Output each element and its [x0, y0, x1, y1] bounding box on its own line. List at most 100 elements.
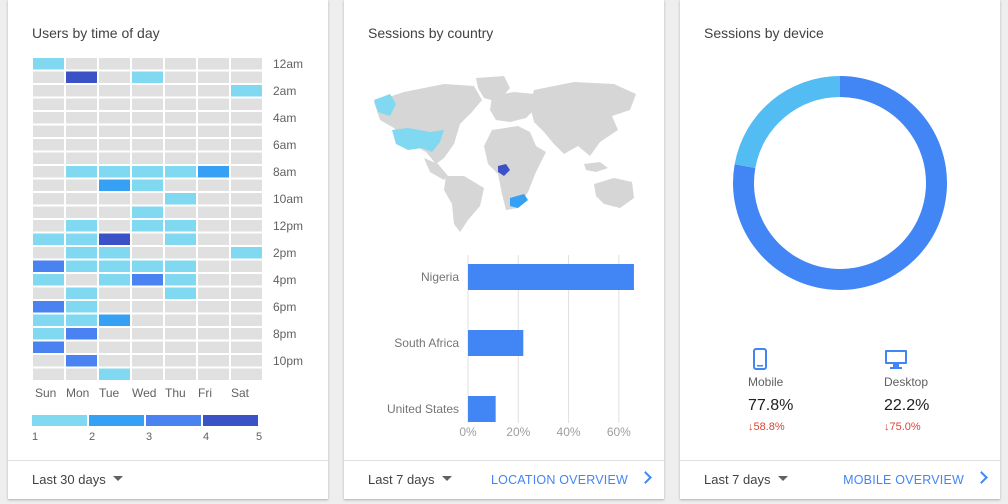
heatmap-cell [165, 152, 196, 164]
heatmap-legend-label: 5 [256, 431, 262, 443]
heatmap-cell [132, 206, 163, 218]
heatmap-cell [132, 58, 163, 70]
heatmap-cell [198, 328, 229, 340]
heatmap-cell [66, 233, 97, 245]
map-country-south-africa[interactable] [510, 194, 528, 208]
heatmap-cell [33, 166, 64, 178]
heatmap-cell [165, 71, 196, 83]
heatmap-cell [99, 179, 130, 191]
device-donut-chart [733, 76, 947, 290]
bar-x-tick-label: 60% [607, 425, 631, 439]
heatmap-cell [99, 233, 130, 245]
heatmap-cell [99, 125, 130, 137]
heatmap-cell [231, 166, 262, 178]
heatmap-y-tick-label: 12am [273, 57, 303, 71]
device-value-mobile: 77.8% [748, 397, 794, 414]
heatmap-y-tick-label: 10am [273, 192, 303, 206]
card-title: Sessions by country [368, 25, 494, 41]
heatmap-cell [165, 58, 196, 70]
date-range-dropdown[interactable]: Last 30 days [32, 472, 123, 487]
heatmap-cell [198, 355, 229, 367]
heatmap-cell [33, 193, 64, 205]
heatmap-cell [66, 152, 97, 164]
heatmap-cell [99, 139, 130, 151]
heatmap-cell [99, 206, 130, 218]
heatmap-cell [132, 314, 163, 326]
desktop-icon [885, 350, 907, 369]
heatmap-cell [99, 274, 130, 286]
heatmap-cell [99, 341, 130, 353]
heatmap-legend-label: 4 [203, 431, 209, 443]
heatmap-cell [33, 152, 64, 164]
date-range-dropdown[interactable]: Last 7 days [368, 472, 452, 487]
heatmap-cell [33, 247, 64, 259]
date-range-label: Last 7 days [368, 472, 435, 487]
bar-category-label: Nigeria [421, 270, 459, 284]
heatmap-cell [33, 368, 64, 380]
heatmap-chart: 12am 2am 4am 6am 8am 10am 12pm 2pm 4pm 6pm 8pm 10pm… [32, 57, 303, 443]
heatmap-cell [132, 139, 163, 151]
heatmap-cell [231, 301, 262, 313]
heatmap-cell [33, 220, 64, 232]
heatmap-cell [66, 220, 97, 232]
heatmap-cell [33, 206, 64, 218]
heatmap-cell [165, 314, 196, 326]
heatmap-cell [165, 274, 196, 286]
heatmap-cell [198, 166, 229, 178]
heatmap-cell [231, 368, 262, 380]
heatmap-cell [99, 220, 130, 232]
heatmap-cell [66, 166, 97, 178]
heatmap-cell [165, 220, 196, 232]
bar-south-africa [468, 330, 524, 356]
heatmap-cell [165, 125, 196, 137]
heatmap-cell [132, 166, 163, 178]
heatmap-y-tick-label: 4pm [273, 273, 296, 287]
heatmap-cell [231, 58, 262, 70]
heatmap-cell [198, 368, 229, 380]
location-overview-link[interactable]: LOCATION OVERVIEW [491, 473, 628, 487]
heatmap-cell [66, 193, 97, 205]
heatmap-cell [132, 247, 163, 259]
heatmap-cell [231, 179, 262, 191]
heatmap-cell [99, 85, 130, 97]
heatmap-cell [165, 139, 196, 151]
heatmap-cell [231, 139, 262, 151]
date-range-dropdown[interactable]: Last 7 days [704, 472, 788, 487]
heatmap-cell [33, 328, 64, 340]
heatmap-cell [33, 125, 64, 137]
heatmap-cell [33, 139, 64, 151]
heatmap-cell [231, 98, 262, 110]
heatmap-cell [165, 260, 196, 272]
heatmap-legend-swatch [203, 415, 258, 426]
heatmap-cell [132, 368, 163, 380]
heatmap-x-tick-label: Wed [132, 386, 156, 400]
heatmap-cell [198, 85, 229, 97]
heatmap-cell [231, 220, 262, 232]
heatmap-cell [231, 112, 262, 124]
heatmap-cell [132, 287, 163, 299]
heatmap-cell [231, 193, 262, 205]
heatmap-legend-label: 1 [32, 431, 38, 443]
heatmap-cell [231, 287, 262, 299]
heatmap-cell [132, 341, 163, 353]
heatmap-cell [99, 260, 130, 272]
card-title: Users by time of day [32, 25, 160, 41]
mobile-overview-link[interactable]: MOBILE OVERVIEW [843, 473, 964, 487]
heatmap-cell [132, 152, 163, 164]
map-country-united-states[interactable] [392, 128, 444, 152]
bar-nigeria [468, 264, 634, 290]
heatmap-cell [132, 274, 163, 286]
chevron-right-icon[interactable] [975, 471, 988, 484]
heatmap-y-tick-label: 8pm [273, 327, 296, 341]
heatmap-legend-label: 3 [146, 431, 152, 443]
map-country-united-states-alaska[interactable] [374, 94, 396, 116]
heatmap-cell [33, 71, 64, 83]
heatmap-cell [198, 71, 229, 83]
heatmap-cell [66, 341, 97, 353]
chevron-right-icon[interactable] [639, 471, 652, 484]
map-country-nigeria[interactable] [498, 164, 510, 176]
heatmap-cell [198, 274, 229, 286]
heatmap-cell [165, 233, 196, 245]
heatmap-cell [132, 328, 163, 340]
heatmap-cell [198, 247, 229, 259]
